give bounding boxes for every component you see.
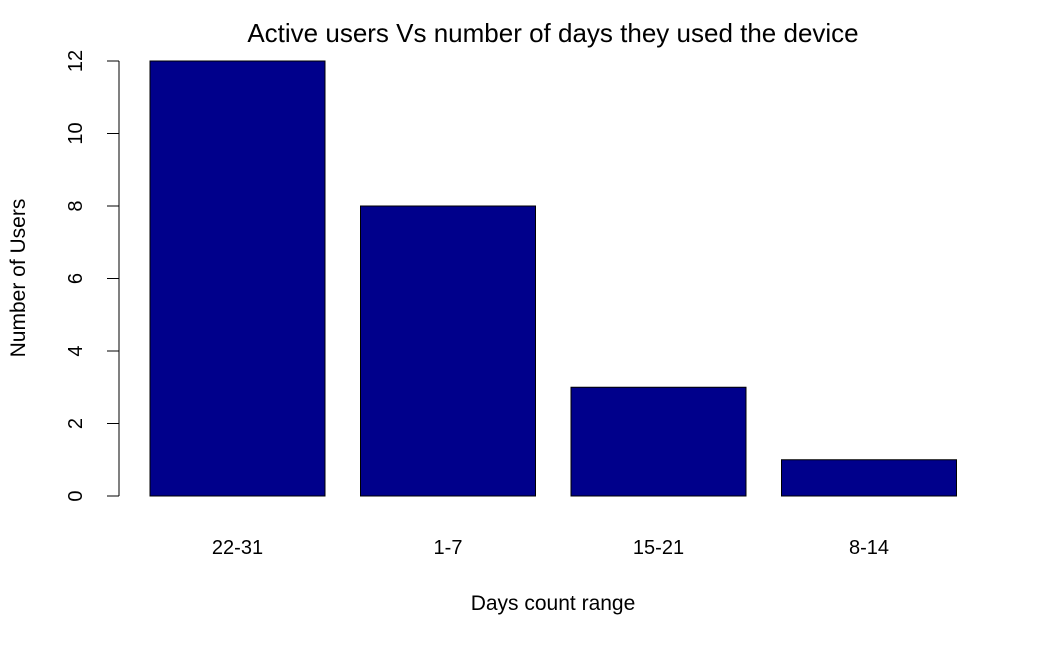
y-tick-label: 0 (65, 490, 87, 501)
x-tick-label: 8-14 (849, 537, 889, 559)
y-axis-label: Number of Users (7, 199, 30, 358)
x-tick-label: 1-7 (434, 537, 463, 559)
y-tick-label: 12 (65, 50, 87, 72)
y-tick-label: 6 (65, 273, 87, 284)
bar-15-21 (570, 386, 747, 497)
y-tick-label: 2 (65, 418, 87, 429)
chart-title: Active users Vs number of days they used… (247, 18, 858, 48)
bar-group (149, 60, 957, 497)
y-tick-label: 8 (65, 200, 87, 211)
bar-22-31 (149, 60, 326, 497)
y-tick-label: 4 (65, 345, 87, 356)
x-axis-label: Days count range (471, 592, 636, 615)
bar-1-7 (360, 205, 536, 497)
x-tick-label: 22-31 (212, 537, 263, 559)
y-axis: 0 2 4 6 8 10 12 (65, 50, 120, 502)
y-tick-label: 10 (65, 122, 87, 144)
x-tick-labels: 22-31 1-7 15-21 8-14 (212, 537, 889, 559)
bar-8-14 (781, 459, 957, 497)
x-tick-label: 15-21 (633, 537, 684, 559)
